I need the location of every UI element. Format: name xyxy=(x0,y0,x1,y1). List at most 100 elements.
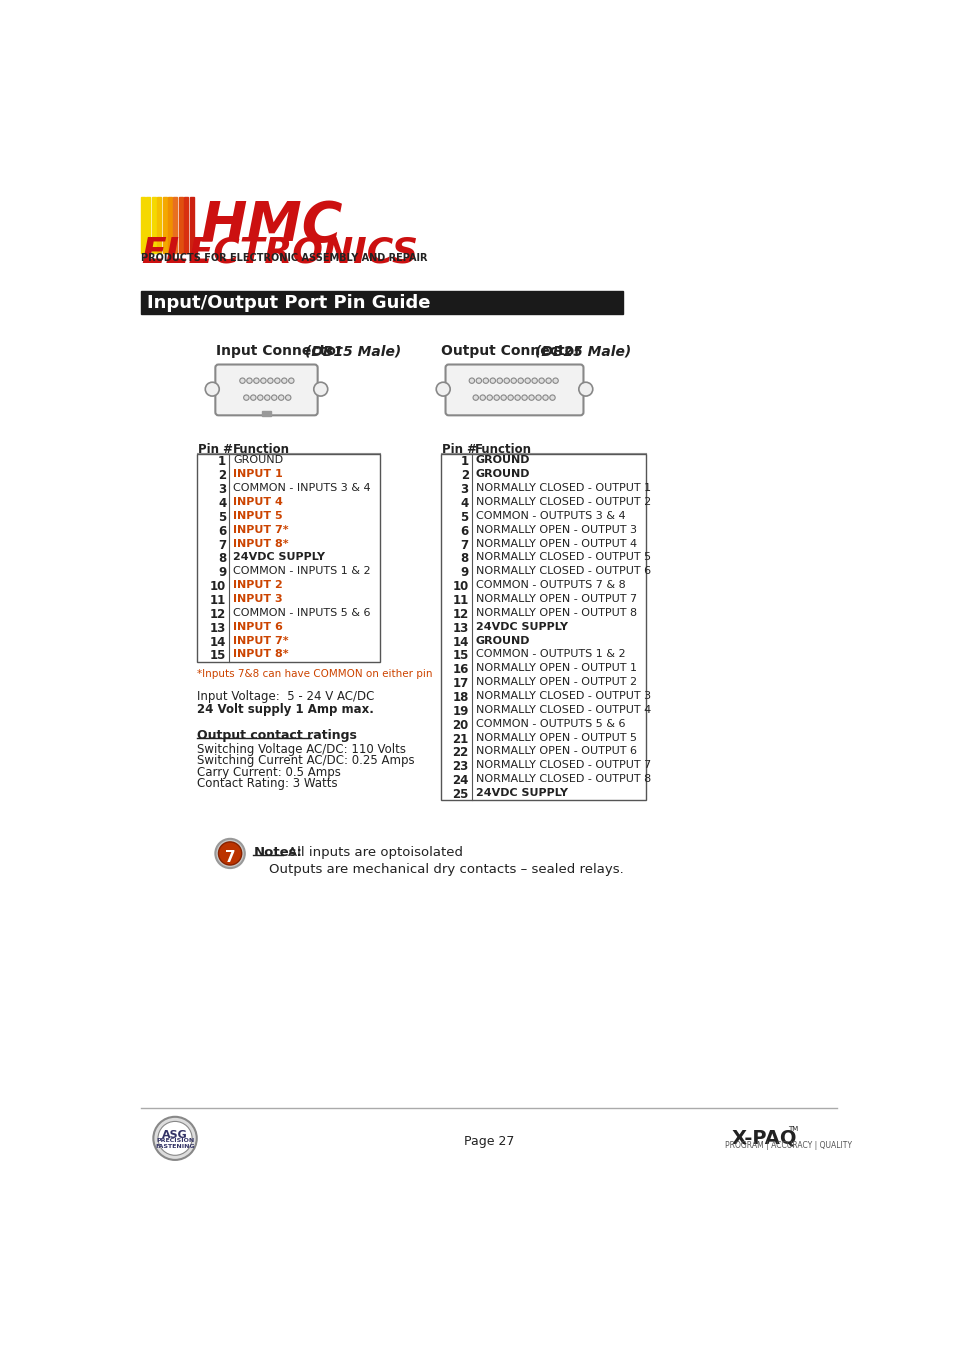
Circle shape xyxy=(278,396,284,401)
Text: GROUND: GROUND xyxy=(476,455,530,466)
Text: 2: 2 xyxy=(460,470,468,482)
Bar xyxy=(440,454,645,801)
Circle shape xyxy=(215,838,245,868)
Text: Contact Rating: 3 Watts: Contact Rating: 3 Watts xyxy=(196,778,337,790)
Text: NORMALLY OPEN - OUTPUT 8: NORMALLY OPEN - OUTPUT 8 xyxy=(476,608,637,618)
Text: COMMON - INPUTS 3 & 4: COMMON - INPUTS 3 & 4 xyxy=(233,483,371,493)
Text: GROUND: GROUND xyxy=(476,636,530,645)
Text: All inputs are optoisolated: All inputs are optoisolated xyxy=(288,845,463,859)
Text: NORMALLY OPEN - OUTPUT 4: NORMALLY OPEN - OUTPUT 4 xyxy=(476,539,637,548)
Circle shape xyxy=(268,378,273,383)
Text: NORMALLY CLOSED - OUTPUT 3: NORMALLY CLOSED - OUTPUT 3 xyxy=(476,691,650,701)
Text: 24VDC SUPPLY: 24VDC SUPPLY xyxy=(476,622,567,632)
Text: COMMON - OUTPUTS 3 & 4: COMMON - OUTPUTS 3 & 4 xyxy=(476,510,625,521)
Bar xyxy=(179,197,183,252)
Circle shape xyxy=(490,378,495,383)
Text: 3: 3 xyxy=(460,483,468,495)
FancyBboxPatch shape xyxy=(445,364,583,416)
Circle shape xyxy=(553,378,558,383)
Text: INPUT 7*: INPUT 7* xyxy=(233,525,289,535)
Circle shape xyxy=(536,396,540,401)
Circle shape xyxy=(503,378,509,383)
Text: FASTENING: FASTENING xyxy=(155,1143,194,1149)
Text: 24: 24 xyxy=(452,774,468,787)
Text: 11: 11 xyxy=(210,594,226,608)
Text: INPUT 4: INPUT 4 xyxy=(233,497,283,508)
Text: COMMON - OUTPUTS 1 & 2: COMMON - OUTPUTS 1 & 2 xyxy=(476,649,625,659)
Text: 24VDC SUPPLY: 24VDC SUPPLY xyxy=(233,552,325,563)
Circle shape xyxy=(578,382,592,396)
Text: GROUND: GROUND xyxy=(476,470,530,479)
Bar xyxy=(162,197,167,252)
Bar xyxy=(196,454,380,662)
Text: Input Connector: Input Connector xyxy=(216,344,348,359)
Text: 10: 10 xyxy=(452,580,468,593)
Text: COMMON - INPUTS 5 & 6: COMMON - INPUTS 5 & 6 xyxy=(233,608,371,618)
Text: 5: 5 xyxy=(460,510,468,524)
Circle shape xyxy=(473,396,478,401)
Text: INPUT 3: INPUT 3 xyxy=(233,594,282,603)
Text: 8: 8 xyxy=(217,552,226,566)
Circle shape xyxy=(239,378,245,383)
Text: INPUT 8*: INPUT 8* xyxy=(233,649,289,659)
Bar xyxy=(173,197,177,252)
Text: 7: 7 xyxy=(225,849,235,864)
Text: NORMALLY OPEN - OUTPUT 7: NORMALLY OPEN - OUTPUT 7 xyxy=(476,594,637,603)
Circle shape xyxy=(497,378,502,383)
Text: NORMALLY CLOSED - OUTPUT 6: NORMALLY CLOSED - OUTPUT 6 xyxy=(476,566,650,576)
Circle shape xyxy=(247,378,252,383)
Circle shape xyxy=(532,378,537,383)
Text: NORMALLY CLOSED - OUTPUT 7: NORMALLY CLOSED - OUTPUT 7 xyxy=(476,760,650,771)
Text: 14: 14 xyxy=(210,636,226,648)
Text: INPUT 7*: INPUT 7* xyxy=(233,636,289,645)
Text: PRODUCTS FOR ELECTRONIC ASSEMBLY AND REPAIR: PRODUCTS FOR ELECTRONIC ASSEMBLY AND REP… xyxy=(141,252,427,263)
Circle shape xyxy=(482,378,488,383)
Text: 24VDC SUPPLY: 24VDC SUPPLY xyxy=(476,788,567,798)
Text: Input Voltage:  5 - 24 V AC/DC: Input Voltage: 5 - 24 V AC/DC xyxy=(196,690,374,703)
Text: Notes:: Notes: xyxy=(253,845,302,859)
Text: 20: 20 xyxy=(452,718,468,732)
Text: Carry Current: 0.5 Amps: Carry Current: 0.5 Amps xyxy=(196,765,340,779)
Text: 4: 4 xyxy=(217,497,226,510)
Circle shape xyxy=(517,378,523,383)
Text: 25: 25 xyxy=(452,788,468,801)
Text: Switching Current AC/DC: 0.25 Amps: Switching Current AC/DC: 0.25 Amps xyxy=(196,755,414,767)
Text: 16: 16 xyxy=(452,663,468,676)
Text: 7: 7 xyxy=(218,539,226,552)
Circle shape xyxy=(521,396,527,401)
Circle shape xyxy=(538,378,544,383)
Text: X-PAQ: X-PAQ xyxy=(731,1129,796,1148)
Circle shape xyxy=(264,396,270,401)
Text: 17: 17 xyxy=(452,678,468,690)
Circle shape xyxy=(549,396,555,401)
Circle shape xyxy=(479,396,485,401)
Text: *Inputs 7&8 can have COMMON on either pin: *Inputs 7&8 can have COMMON on either pi… xyxy=(196,668,432,679)
Circle shape xyxy=(542,396,548,401)
Circle shape xyxy=(153,1116,196,1160)
Text: 24 Volt supply 1 Amp max.: 24 Volt supply 1 Amp max. xyxy=(196,702,374,716)
Bar xyxy=(190,197,193,252)
Circle shape xyxy=(253,378,259,383)
Text: 2: 2 xyxy=(218,470,226,482)
Text: HMC: HMC xyxy=(200,198,343,252)
Bar xyxy=(168,197,172,252)
Text: PRECISION: PRECISION xyxy=(155,1138,194,1143)
Circle shape xyxy=(469,378,474,383)
Bar xyxy=(152,197,155,252)
Circle shape xyxy=(507,396,513,401)
Circle shape xyxy=(158,1122,192,1156)
Text: 7: 7 xyxy=(460,539,468,552)
Text: 15: 15 xyxy=(210,649,226,663)
Text: 6: 6 xyxy=(217,525,226,537)
Text: Function: Function xyxy=(233,443,289,456)
Text: 4: 4 xyxy=(460,497,468,510)
Circle shape xyxy=(436,382,450,396)
Text: 18: 18 xyxy=(452,691,468,703)
Text: Output Connector: Output Connector xyxy=(440,344,585,359)
Text: 9: 9 xyxy=(217,566,226,579)
Text: INPUT 5: INPUT 5 xyxy=(233,510,282,521)
Text: INPUT 6: INPUT 6 xyxy=(233,622,283,632)
Bar xyxy=(141,197,145,252)
Bar xyxy=(184,197,188,252)
Text: 19: 19 xyxy=(452,705,468,718)
